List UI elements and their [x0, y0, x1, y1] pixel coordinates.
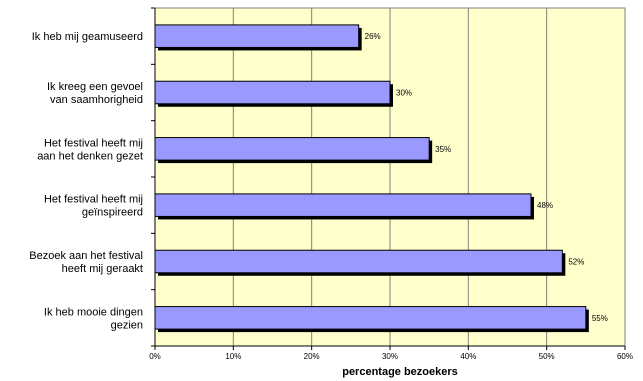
- category-label-line: Het festival heeft mij: [44, 194, 143, 206]
- category-label-line: Ik kreeg een gevoel: [47, 81, 143, 93]
- x-tick-label: 50%: [539, 352, 555, 361]
- x-tick-label: 0%: [149, 352, 161, 361]
- data-label: 30%: [396, 89, 412, 98]
- x-axis-title: percentage bezoekers: [342, 366, 458, 378]
- category-label-line: Het festival heeft mij: [44, 137, 143, 149]
- bar: [154, 249, 563, 274]
- data-label: 26%: [365, 32, 381, 41]
- category-label-line: heeft mij geraakt: [62, 263, 143, 275]
- x-tick-label: 30%: [382, 352, 398, 361]
- data-label: 52%: [568, 258, 584, 267]
- category-label-line: geïnspireerd: [82, 207, 143, 219]
- category-label-line: Ik heb mooie dingen: [44, 306, 143, 318]
- bar: [154, 24, 360, 48]
- data-label: 48%: [537, 201, 553, 210]
- category-label: Bezoek aan het festival heeft mij geraakt: [29, 250, 143, 275]
- labels: 0% 10% 20% 30% 40% 50% 60% 26% Ik heb mij geamus…: [29, 31, 633, 361]
- category-label-line: gezien: [111, 319, 143, 331]
- category-label: Het festival heeft mij geïnspireerd: [44, 194, 143, 219]
- category-label: Ik heb mij geamuseerd: [32, 31, 143, 43]
- bar: [154, 80, 391, 105]
- category-label-line: Ik heb mij geamuseerd: [32, 31, 143, 43]
- data-label: 35%: [435, 145, 451, 154]
- category-label-line: van saamhorigheid: [50, 94, 143, 106]
- axes: [151, 7, 626, 350]
- x-tick-label: 60%: [617, 352, 633, 361]
- bar: [154, 306, 587, 330]
- data-label: 55%: [592, 314, 608, 323]
- x-tick-label: 40%: [460, 352, 476, 361]
- category-label: Ik kreeg een gevoel van saamhorigheid: [47, 81, 143, 106]
- bar: [154, 137, 430, 161]
- x-tick-label: 10%: [225, 352, 241, 361]
- bar: [154, 193, 532, 217]
- category-label: Het festival heeft mij aan het denken gez…: [37, 137, 143, 162]
- x-tick-label: 20%: [304, 352, 320, 361]
- gridlines: [232, 8, 626, 346]
- bars: [154, 24, 589, 333]
- category-label-line: aan het denken gezet: [37, 150, 143, 162]
- category-label-line: Bezoek aan het festival: [29, 250, 143, 262]
- category-label: Ik heb mooie dingen gezien: [44, 306, 143, 331]
